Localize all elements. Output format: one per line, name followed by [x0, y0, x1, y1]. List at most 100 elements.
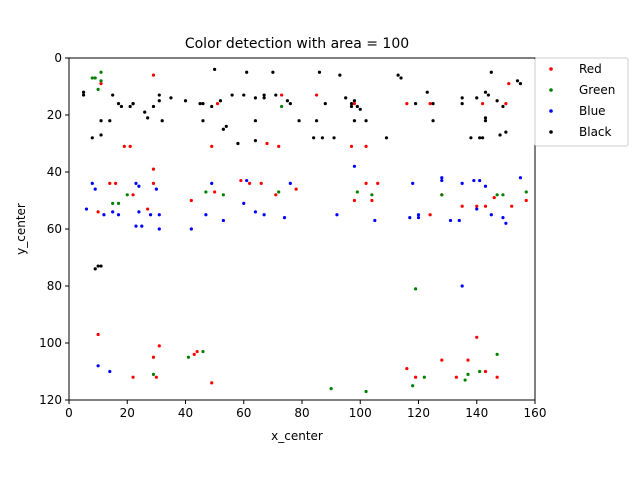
- series-blue: [84, 164, 523, 374]
- black-point: [146, 116, 150, 120]
- red-point: [504, 102, 508, 106]
- red-point: [151, 355, 156, 359]
- blue-point: [242, 201, 246, 205]
- black-point: [157, 99, 161, 103]
- green-point: [111, 201, 115, 205]
- x-axis-ticks: 0 20 40 60 80 100 120 140 160: [65, 400, 546, 420]
- x-tick-label: 80: [294, 406, 309, 420]
- green-point: [364, 389, 368, 394]
- green-point: [151, 372, 156, 376]
- red-point: [131, 193, 135, 197]
- y-tick-label: 40: [47, 165, 62, 179]
- black-point: [480, 136, 485, 140]
- blue-point: [157, 213, 161, 217]
- black-point: [332, 136, 336, 140]
- blue-point: [440, 178, 444, 183]
- green-point: [221, 193, 225, 197]
- blue-point: [210, 181, 214, 185]
- black-point: [475, 96, 479, 100]
- blue-point: [518, 176, 523, 180]
- black-point: [81, 90, 86, 94]
- green-point: [495, 352, 499, 356]
- blue-point: [221, 218, 225, 223]
- green-point: [355, 190, 359, 194]
- green-point: [466, 372, 470, 376]
- blue-point: [478, 178, 482, 183]
- blue-point: [137, 210, 141, 214]
- black-point: [355, 104, 359, 109]
- black-point: [460, 102, 464, 106]
- blue-point: [352, 164, 357, 168]
- black-point: [99, 264, 103, 268]
- green-point: [125, 193, 129, 197]
- blue-point: [472, 178, 476, 183]
- black-point: [323, 102, 327, 106]
- red-point: [349, 144, 354, 148]
- red-point: [99, 82, 103, 86]
- black-point: [274, 93, 278, 97]
- black-point: [314, 119, 319, 123]
- black-point: [201, 102, 205, 106]
- red-point: [154, 375, 158, 379]
- black-point: [317, 70, 322, 74]
- red-point: [210, 381, 214, 385]
- red-point: [128, 144, 132, 148]
- series-red: [96, 73, 528, 385]
- black-point: [253, 119, 257, 123]
- black-point: [338, 73, 342, 77]
- x-tick-label: 0: [65, 406, 73, 420]
- blue-point: [140, 224, 144, 228]
- blue-point: [460, 181, 464, 185]
- blue-point: [111, 210, 115, 214]
- red-point: [210, 144, 214, 148]
- red-legend-marker: [549, 67, 553, 71]
- y-tick-label: 60: [47, 222, 62, 236]
- black-point: [460, 96, 464, 100]
- black-point: [344, 96, 348, 100]
- green-point: [90, 76, 94, 80]
- green-point: [204, 190, 208, 194]
- black-point: [431, 102, 435, 106]
- red-point: [428, 102, 432, 106]
- red-point: [475, 335, 479, 339]
- legend-label-blue: Blue: [579, 104, 606, 118]
- black-point: [131, 102, 135, 106]
- red-point: [265, 141, 269, 146]
- blue-point: [148, 213, 153, 217]
- red-point: [215, 102, 220, 106]
- black-point: [518, 82, 523, 86]
- red-point: [195, 349, 199, 354]
- black-point: [413, 102, 418, 106]
- red-point: [480, 102, 485, 106]
- black-point: [198, 102, 202, 106]
- black-point: [349, 102, 354, 106]
- black-point: [425, 90, 429, 94]
- red-point: [96, 332, 100, 337]
- red-point: [294, 187, 298, 191]
- black-point: [384, 136, 389, 140]
- blue-point: [93, 187, 97, 191]
- red-point: [428, 213, 432, 217]
- green-point: [201, 349, 205, 354]
- x-tick-label: 120: [407, 406, 430, 420]
- red-point: [114, 181, 118, 185]
- black-point: [160, 119, 164, 123]
- black-point: [312, 136, 316, 140]
- black-point: [320, 136, 324, 140]
- series-black: [81, 67, 523, 271]
- black-point: [498, 133, 502, 137]
- red-point: [460, 204, 464, 208]
- black-point: [483, 116, 488, 120]
- red-point: [495, 375, 499, 379]
- red-point: [440, 358, 444, 362]
- blue-point: [154, 187, 158, 191]
- blue-point: [440, 176, 444, 180]
- green-point: [422, 375, 426, 379]
- blue-point: [489, 213, 493, 217]
- black-point: [501, 104, 505, 109]
- x-axis-label: x_center: [271, 429, 323, 443]
- black-point: [262, 96, 266, 100]
- red-point: [108, 181, 112, 185]
- red-point: [131, 375, 135, 379]
- green-point: [501, 193, 505, 197]
